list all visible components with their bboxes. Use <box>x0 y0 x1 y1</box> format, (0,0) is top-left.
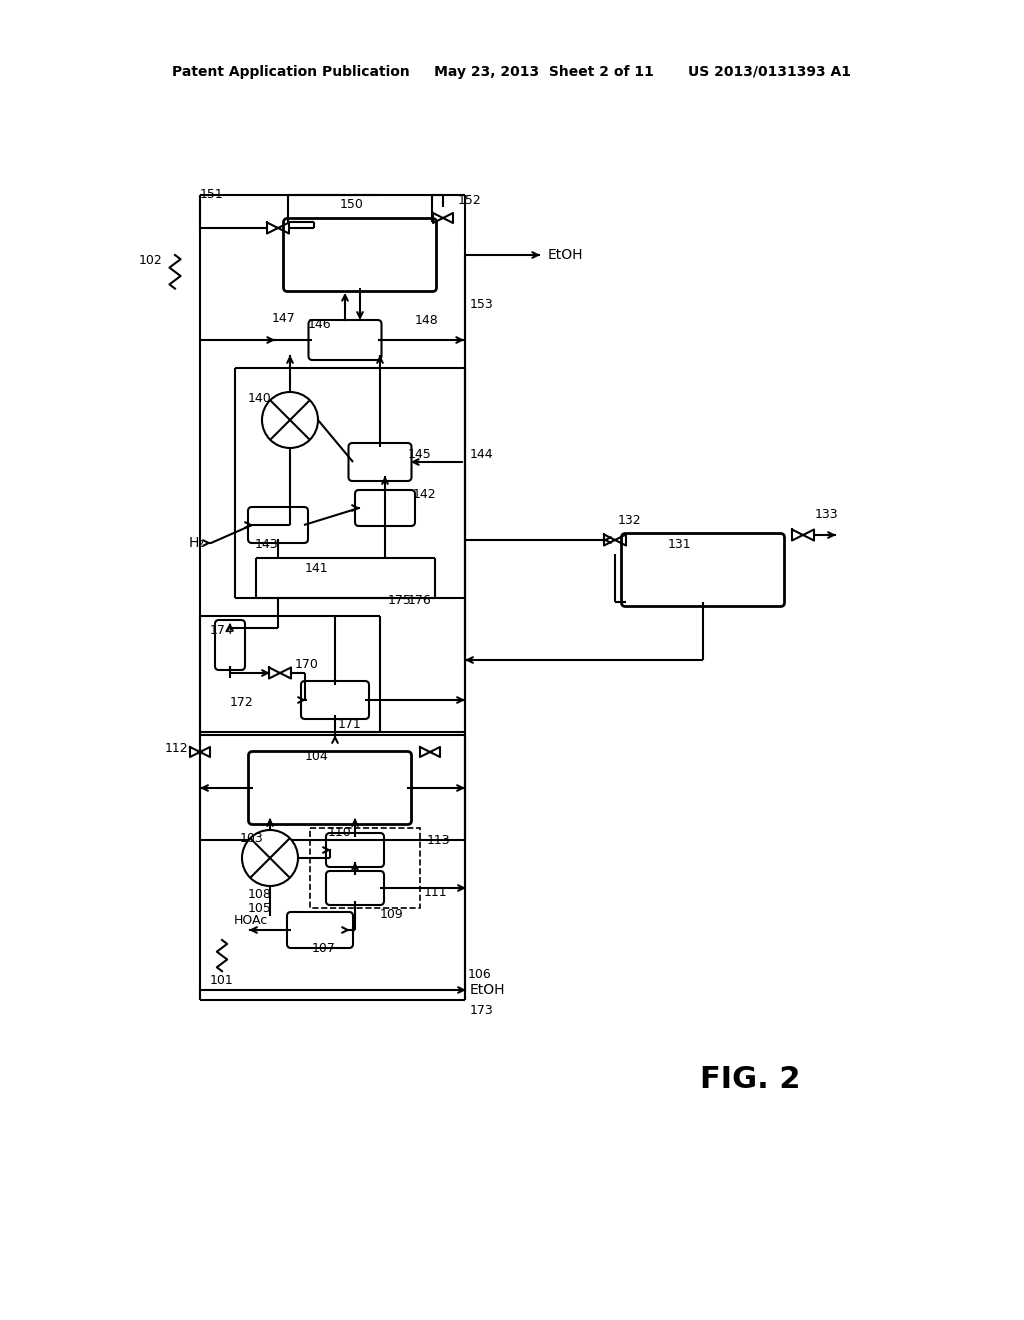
FancyBboxPatch shape <box>248 507 308 543</box>
Text: 141: 141 <box>305 561 329 574</box>
Text: 108: 108 <box>248 888 272 902</box>
FancyBboxPatch shape <box>284 219 436 292</box>
Text: 151: 151 <box>200 189 224 202</box>
Text: 112: 112 <box>165 742 188 755</box>
Text: 146: 146 <box>308 318 332 331</box>
Text: 109: 109 <box>380 908 403 921</box>
Text: 143: 143 <box>255 539 279 552</box>
Text: 171: 171 <box>338 718 361 731</box>
Text: 145: 145 <box>408 449 432 462</box>
Text: 144: 144 <box>470 449 494 462</box>
FancyBboxPatch shape <box>622 533 784 606</box>
Text: 111: 111 <box>424 886 447 899</box>
Text: 147: 147 <box>272 312 296 325</box>
Text: Patent Application Publication     May 23, 2013  Sheet 2 of 11       US 2013/013: Patent Application Publication May 23, 2… <box>172 65 852 79</box>
Text: 175: 175 <box>388 594 412 606</box>
Text: 133: 133 <box>815 508 839 521</box>
Text: 174: 174 <box>210 623 233 636</box>
Text: 172: 172 <box>230 697 254 710</box>
Text: 101: 101 <box>210 974 233 986</box>
FancyBboxPatch shape <box>308 319 382 360</box>
Circle shape <box>242 830 298 886</box>
FancyBboxPatch shape <box>287 912 353 948</box>
Text: 103: 103 <box>240 832 264 845</box>
Text: 142: 142 <box>413 488 436 502</box>
Text: EtOH: EtOH <box>470 983 506 997</box>
Text: 153: 153 <box>470 298 494 312</box>
FancyBboxPatch shape <box>301 681 369 719</box>
Text: 102: 102 <box>138 253 162 267</box>
Text: 131: 131 <box>668 539 691 552</box>
Text: 173: 173 <box>470 1003 494 1016</box>
Text: FIG. 2: FIG. 2 <box>699 1065 800 1094</box>
FancyBboxPatch shape <box>348 444 412 480</box>
Text: HOAc: HOAc <box>233 913 268 927</box>
Text: 132: 132 <box>618 513 642 527</box>
Bar <box>310 828 420 908</box>
Text: 110: 110 <box>328 825 352 838</box>
FancyBboxPatch shape <box>355 490 415 525</box>
Text: 148: 148 <box>415 314 438 326</box>
Text: 150: 150 <box>340 198 364 211</box>
FancyBboxPatch shape <box>249 751 412 825</box>
Text: 106: 106 <box>468 969 492 982</box>
Text: H₂: H₂ <box>189 536 205 550</box>
Text: 113: 113 <box>427 833 451 846</box>
Text: 104: 104 <box>305 750 329 763</box>
FancyBboxPatch shape <box>326 833 384 867</box>
FancyBboxPatch shape <box>326 871 384 906</box>
Text: 152: 152 <box>458 194 481 206</box>
Text: EtOH: EtOH <box>548 248 584 261</box>
Text: 105: 105 <box>248 902 272 915</box>
FancyBboxPatch shape <box>215 620 245 671</box>
Text: 107: 107 <box>312 941 336 954</box>
Text: 170: 170 <box>295 659 318 672</box>
Text: 176: 176 <box>408 594 432 606</box>
Circle shape <box>262 392 318 447</box>
Text: 140: 140 <box>248 392 271 404</box>
